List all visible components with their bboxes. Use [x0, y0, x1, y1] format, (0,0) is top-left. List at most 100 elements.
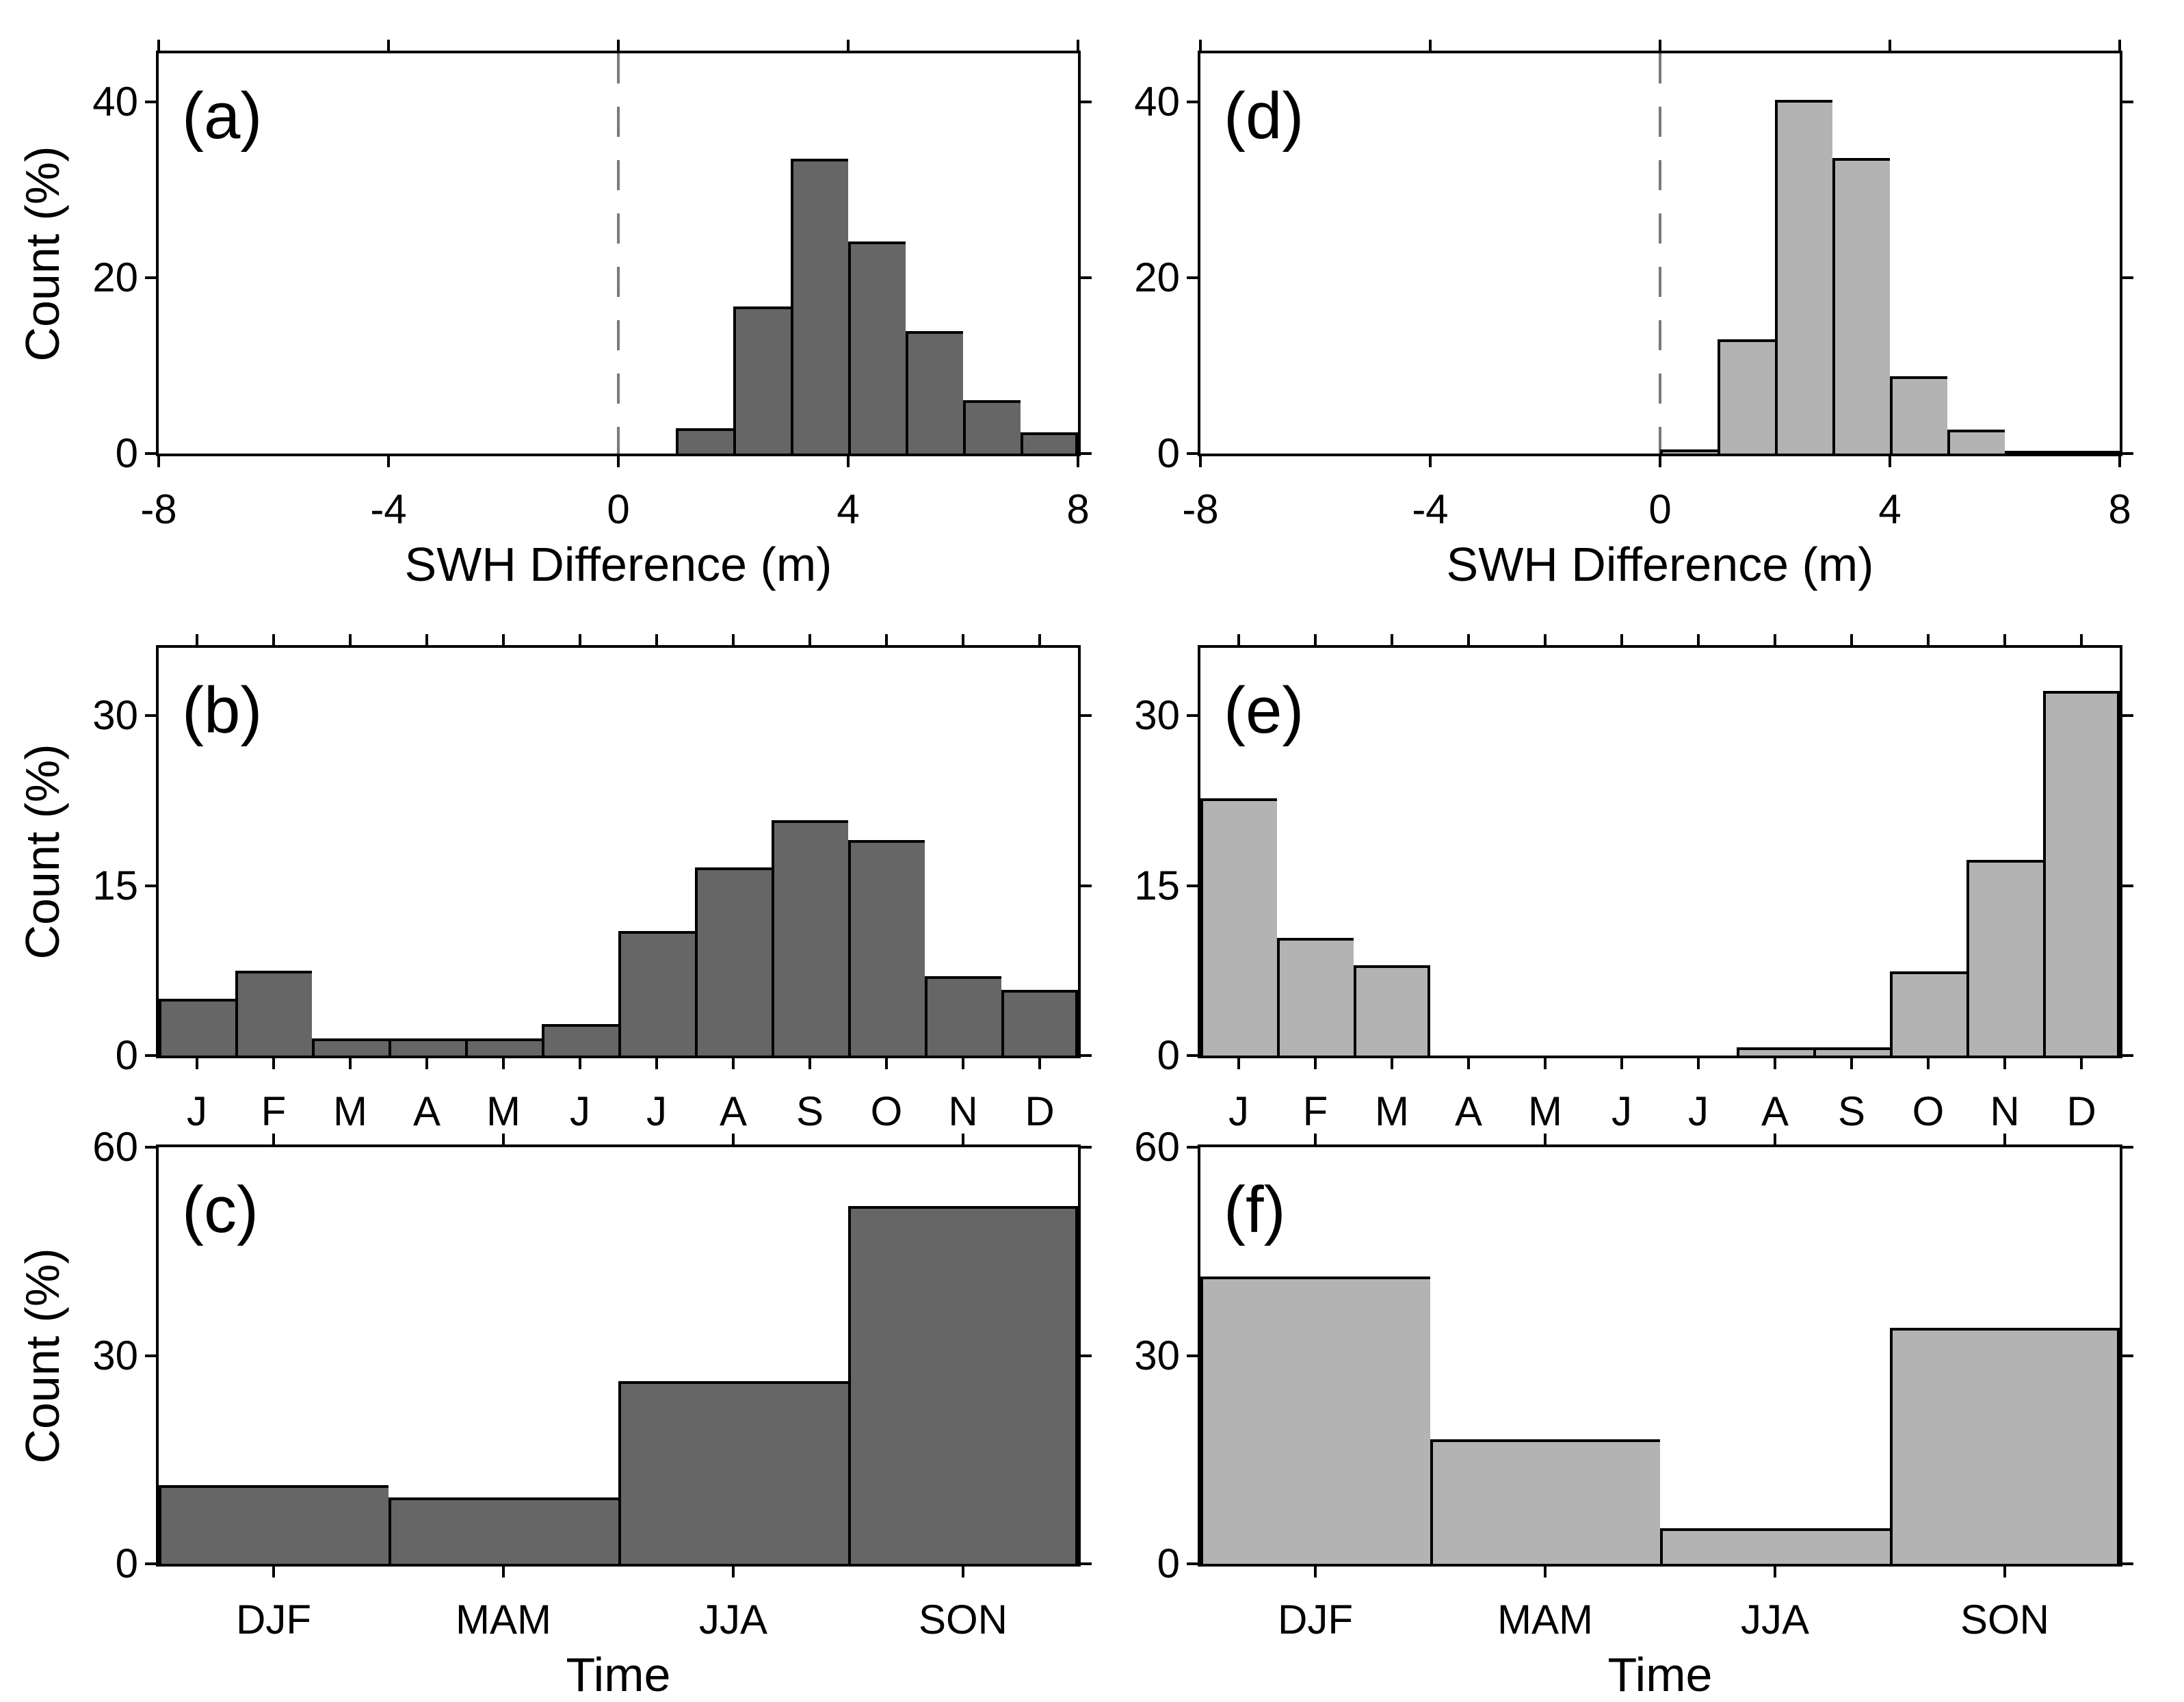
x-tick	[1889, 456, 1891, 467]
bar	[312, 1038, 389, 1056]
x-tick-label: O	[1912, 1088, 1945, 1134]
x-tick	[1774, 1567, 1776, 1577]
y-tick	[145, 1146, 156, 1149]
x-tick	[1237, 1058, 1240, 1069]
x-tick-top	[1391, 634, 1393, 645]
x-tick-label: J	[570, 1088, 590, 1134]
bar	[848, 840, 925, 1056]
bar	[1832, 158, 1890, 454]
y-tick-right	[1081, 885, 1092, 887]
y-tick	[145, 452, 156, 455]
bar	[1354, 965, 1430, 1056]
bar	[1890, 971, 1966, 1056]
x-tick	[1659, 456, 1661, 467]
x-tick-label: S	[795, 1088, 824, 1134]
x-tick	[349, 1058, 352, 1069]
x-tick-top	[272, 634, 275, 645]
y-tick	[145, 885, 156, 887]
x-tick-top	[1774, 1134, 1776, 1144]
x-tick-top	[1697, 634, 1700, 645]
x-tick-top	[808, 634, 811, 645]
y-tick-label: 0	[115, 1541, 138, 1586]
x-tick-label: D	[2066, 1088, 2096, 1134]
y-tick-right	[2122, 1354, 2133, 1357]
x-tick-top	[1199, 40, 1202, 51]
x-tick-top	[847, 40, 850, 51]
y-tick-label: 0	[1157, 430, 1180, 476]
y-tick-label: 40	[1134, 79, 1180, 125]
x-tick-label: A	[1761, 1088, 1789, 1134]
x-tick-top	[732, 634, 735, 645]
x-tick	[502, 1567, 505, 1577]
y-tick	[145, 714, 156, 717]
x-tick-top	[1314, 1134, 1317, 1144]
y-tick-label: 0	[1157, 1032, 1180, 1078]
x-tick-label: A	[412, 1088, 441, 1134]
x-tick-top	[2118, 40, 2121, 51]
bar	[465, 1038, 542, 1056]
panel-label: (f)	[1224, 1173, 1286, 1246]
x-tick	[2003, 1058, 2006, 1069]
x-tick-top	[196, 634, 198, 645]
bar	[925, 976, 1001, 1056]
x-tick	[847, 456, 850, 467]
bar	[848, 1206, 1078, 1564]
x-tick	[157, 456, 160, 467]
x-tick	[617, 456, 620, 467]
y-tick-right	[2122, 1054, 2133, 1057]
y-tick	[1187, 1054, 1198, 1057]
bar	[1813, 1047, 1890, 1056]
x-tick-label: M	[486, 1088, 521, 1134]
y-tick-right	[1081, 1054, 1092, 1057]
x-tick-top	[2003, 1134, 2006, 1144]
x-tick-top	[1544, 634, 1547, 645]
x-tick-top	[1850, 634, 1853, 645]
x-tick	[502, 1058, 505, 1069]
x-tick-label: 8	[1066, 486, 1090, 532]
y-tick	[1187, 1562, 1198, 1565]
x-tick-top	[1429, 40, 1432, 51]
x-tick-label: -4	[1412, 486, 1449, 532]
panel-label: (e)	[1224, 674, 1304, 747]
x-tick-label: J	[1228, 1088, 1249, 1134]
x-tick	[579, 1058, 581, 1069]
x-tick	[1314, 1058, 1317, 1069]
x-tick-top	[1659, 40, 1661, 51]
x-tick	[1544, 1058, 1547, 1069]
zero-ref-line	[1659, 53, 1661, 454]
y-tick-right	[2122, 101, 2133, 103]
x-tick-label: JJA	[698, 1597, 768, 1642]
y-tick-right	[1081, 1146, 1092, 1149]
panel-label: (a)	[182, 79, 263, 153]
x-tick-top	[1467, 634, 1470, 645]
x-tick-top	[1038, 634, 1041, 645]
y-tick	[145, 1054, 156, 1057]
x-axis-title: SWH Difference (m)	[1446, 538, 1874, 591]
y-tick-right	[2122, 452, 2133, 455]
x-tick-top	[502, 634, 505, 645]
bar	[906, 331, 963, 454]
y-tick-right	[2122, 885, 2133, 887]
x-axis-title: SWH Difference (m)	[404, 538, 832, 591]
bar	[618, 931, 695, 1056]
bar	[1775, 100, 1832, 454]
y-tick	[1187, 1354, 1198, 1357]
y-tick	[145, 1562, 156, 1565]
x-tick-label: 4	[837, 486, 860, 532]
x-tick-top	[579, 634, 581, 645]
bar	[1001, 990, 1078, 1056]
x-tick-top	[157, 40, 160, 51]
x-tick-top	[387, 40, 390, 51]
x-tick	[732, 1567, 735, 1577]
x-tick-top	[2003, 634, 2006, 645]
x-tick-top	[1077, 40, 1079, 51]
x-tick-label: A	[719, 1088, 748, 1134]
bar	[159, 999, 235, 1056]
x-tick-top	[1927, 634, 1930, 645]
x-tick-top	[1544, 1134, 1547, 1144]
bar	[389, 1038, 465, 1056]
bar	[542, 1024, 618, 1056]
y-tick	[1187, 1146, 1198, 1149]
y-tick	[1187, 714, 1198, 717]
